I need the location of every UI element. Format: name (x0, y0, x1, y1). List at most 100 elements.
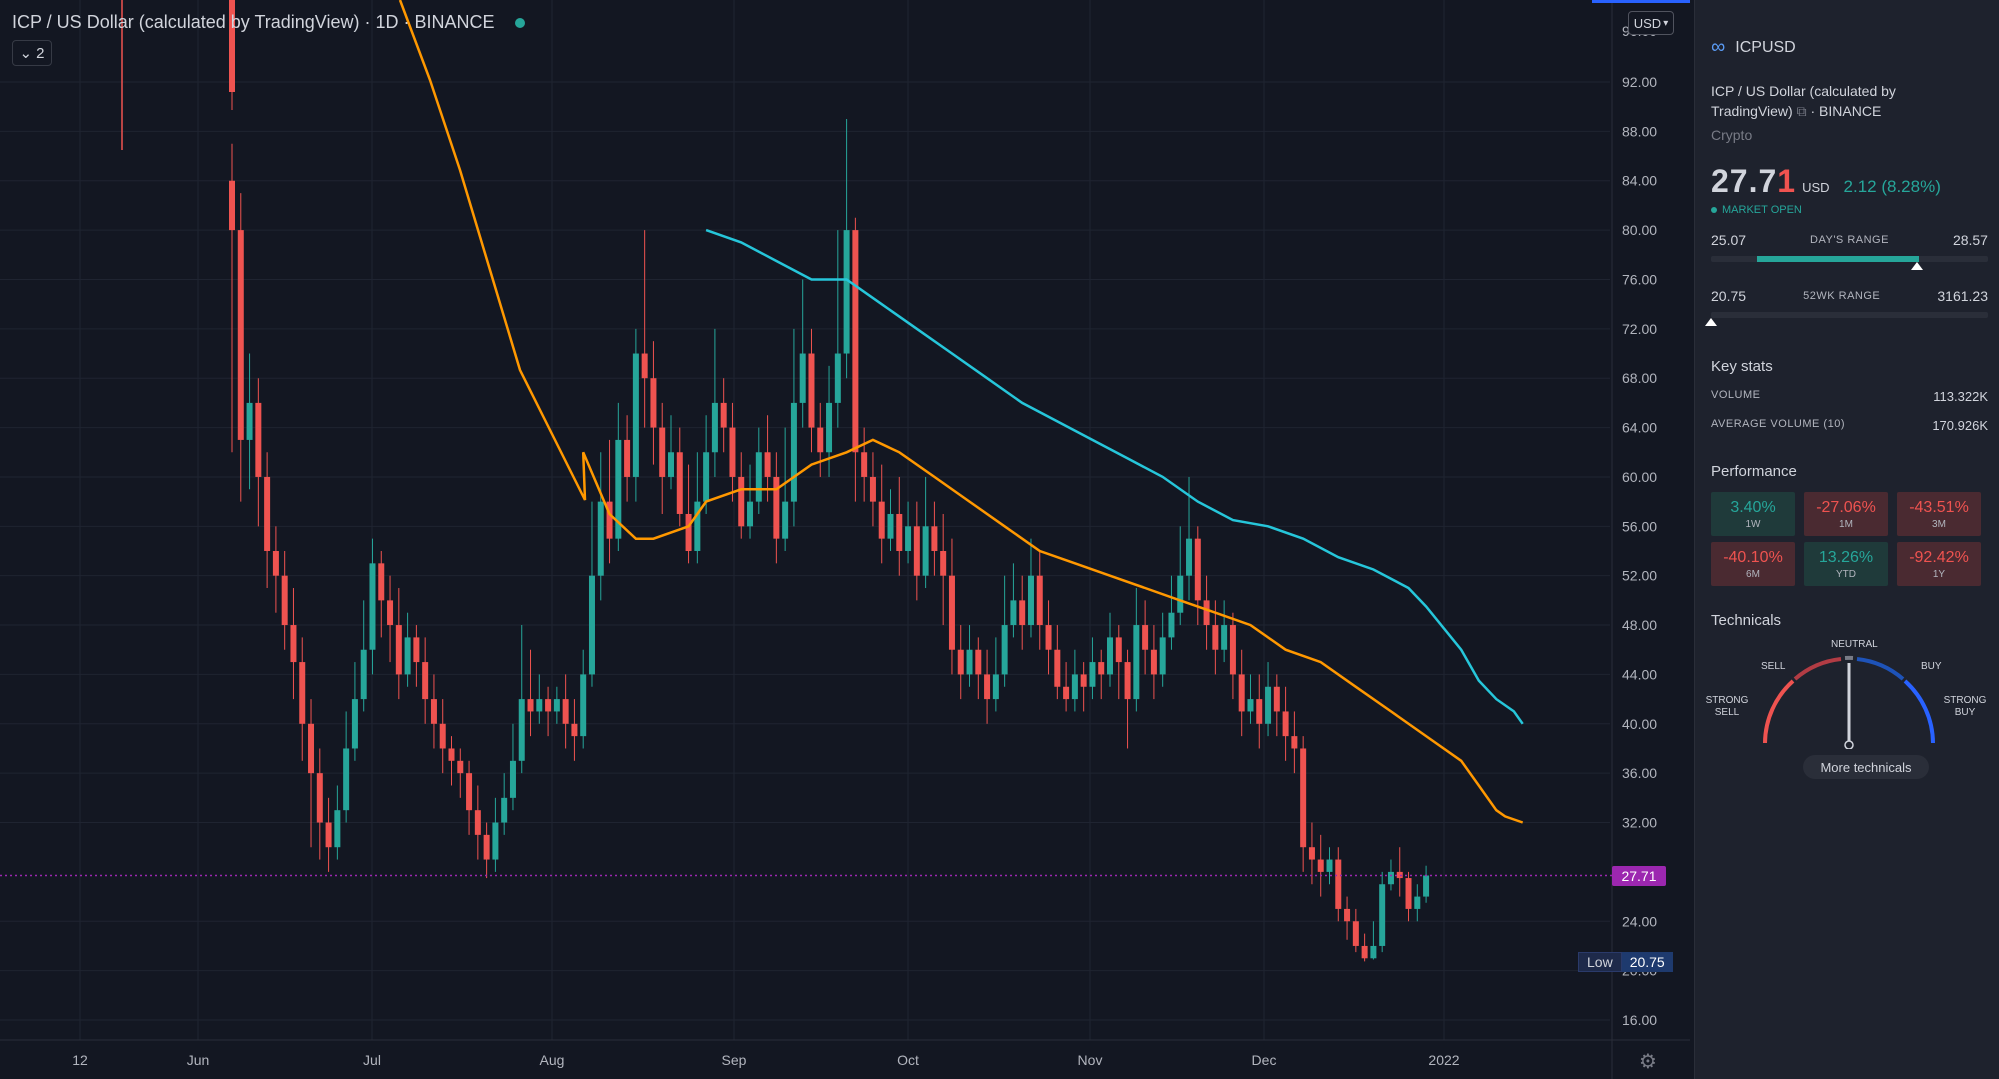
symbol-description: ICP / US Dollar (calculated by TradingVi… (1711, 81, 1931, 121)
candle-body (246, 402, 253, 440)
candle-body (948, 575, 955, 650)
candle-body (360, 649, 367, 700)
candle-body (1221, 625, 1228, 650)
days-range-marker (1911, 262, 1923, 270)
candle-body (1071, 674, 1078, 700)
avg-volume-value: 170.926K (1932, 418, 1988, 433)
market-status: MARKET OPEN (1711, 204, 1988, 216)
candle-body (729, 427, 736, 477)
candle-body (536, 699, 543, 712)
price-tick-label: 40.00 (1622, 716, 1657, 732)
candle-body (1370, 945, 1377, 959)
price-tick-label: 68.00 (1622, 370, 1657, 386)
candle-body (1273, 686, 1280, 712)
candle-body (457, 760, 464, 774)
candle-body (1098, 662, 1105, 675)
key-stats-title: Key stats (1711, 358, 1773, 375)
settings-gear-icon[interactable]: ⚙ (1639, 1050, 1657, 1073)
time-tick-label: Aug (540, 1052, 565, 1068)
description-text: ICP / US Dollar (calculated by TradingVi… (1711, 83, 1896, 119)
performance-cell[interactable]: 13.26% YTD (1804, 542, 1888, 586)
gauge-neutral-label: NEUTRAL (1831, 639, 1878, 650)
chart-pane[interactable]: 92.00 88.00 84.00 80.00 76.00 72.00 68.00 64.00… (0, 0, 1690, 1079)
candle-body (1300, 748, 1307, 848)
price-tick-label: 60.00 (1622, 469, 1657, 485)
candle-body (281, 575, 288, 626)
performance-cell[interactable]: -27.06% 1M (1804, 492, 1888, 536)
symbol-details-panel: ∞ ICPUSD ICP / US Dollar (calculated by … (1694, 0, 1999, 1079)
currency-select-button[interactable]: USD ▾ (1628, 11, 1674, 35)
candle-body (1107, 637, 1113, 675)
candle-body (1133, 625, 1140, 700)
volume-label: VOLUME (1711, 389, 1761, 401)
candle-body (966, 649, 973, 675)
time-tick-label: 12 (72, 1052, 88, 1068)
candle-body (1344, 908, 1351, 922)
candle-body (782, 501, 789, 539)
candle-body (1256, 699, 1263, 724)
days-range-high: 28.57 (1952, 232, 1988, 248)
candle-body (685, 513, 692, 551)
price-chart[interactable]: 92.00 88.00 84.00 80.00 76.00 72.00 68.00 64.00… (0, 0, 1690, 1079)
time-tick-label: Dec (1252, 1052, 1277, 1068)
candle-body (931, 526, 938, 551)
candle-body (1177, 575, 1184, 613)
price-tick-label: 92.00 (1622, 74, 1657, 90)
days-range-fill (1757, 256, 1919, 262)
candle-body (597, 501, 604, 576)
52wk-range-label: 52WK RANGE (1803, 290, 1881, 302)
candle-body (395, 625, 402, 675)
candle-body (1001, 625, 1008, 675)
candle-body (755, 452, 762, 502)
candle-body (1291, 736, 1298, 749)
volume-row: VOLUME 113.322K (1711, 389, 1988, 404)
52wk-range: 20.75 52WK RANGE 3161.23 (1705, 288, 1988, 326)
chart-legend[interactable]: ICP / US Dollar (calculated by TradingVi… (12, 12, 525, 33)
performance-cell[interactable]: -92.42% 1Y (1897, 542, 1981, 586)
external-link-icon[interactable]: ⧉ (1796, 103, 1811, 119)
candle-body (1247, 699, 1254, 712)
candle-body (1387, 871, 1394, 885)
candle-body (852, 230, 859, 453)
candle-body (545, 699, 552, 712)
technicals-title: Technicals (1711, 612, 1782, 629)
time-tick-label: Jul (363, 1052, 381, 1068)
candle-body (1010, 600, 1017, 626)
performance-cell[interactable]: -40.10% 6M (1711, 542, 1795, 586)
price-tick-label: 76.00 (1622, 271, 1657, 287)
symbol-title[interactable]: ICP / US Dollar (calculated by TradingVi… (12, 12, 495, 32)
performance-cell[interactable]: -43.51% 3M (1897, 492, 1981, 536)
chevron-down-icon: ▾ (1663, 17, 1669, 29)
candle-body (1203, 600, 1210, 626)
candle-body (1238, 674, 1245, 712)
candle-body (255, 402, 262, 477)
candle-body (843, 230, 850, 354)
time-tick-label: 2022 (1428, 1052, 1459, 1068)
currency-label: USD (1633, 15, 1662, 31)
candle-body (1265, 686, 1272, 724)
candle-body (1379, 884, 1386, 946)
candle-body (1282, 711, 1289, 737)
candle-body (448, 748, 455, 761)
technicals-gauge: NEUTRAL SELL BUY STRONG SELL STRONG BUY … (1706, 639, 1988, 789)
candle-body (1124, 662, 1131, 700)
price-change: 2.12 (8.28%) (1843, 177, 1941, 196)
price-tick-label: 56.00 (1622, 518, 1657, 534)
performance-cell[interactable]: 3.40% 1W (1711, 492, 1795, 536)
candle-body (387, 600, 394, 626)
candle-body (922, 526, 929, 576)
more-technicals-button[interactable]: More technicals (1803, 755, 1929, 779)
price-tick-label: 44.00 (1622, 666, 1657, 682)
indicators-collapse-button[interactable]: ⌄ 2 (12, 40, 52, 66)
candle-body (334, 810, 341, 848)
candle-body (1089, 662, 1096, 687)
candle-body (1414, 896, 1421, 909)
candle-body (1027, 575, 1034, 626)
moving-average-fast-line (398, 0, 1524, 824)
candle-body (957, 649, 964, 675)
gauge-sell-label: SELL (1761, 661, 1786, 672)
symbol-name[interactable]: ICPUSD (1735, 38, 1796, 56)
candle-body (1317, 859, 1324, 872)
candle-body (378, 563, 385, 601)
candle-body (308, 723, 315, 774)
